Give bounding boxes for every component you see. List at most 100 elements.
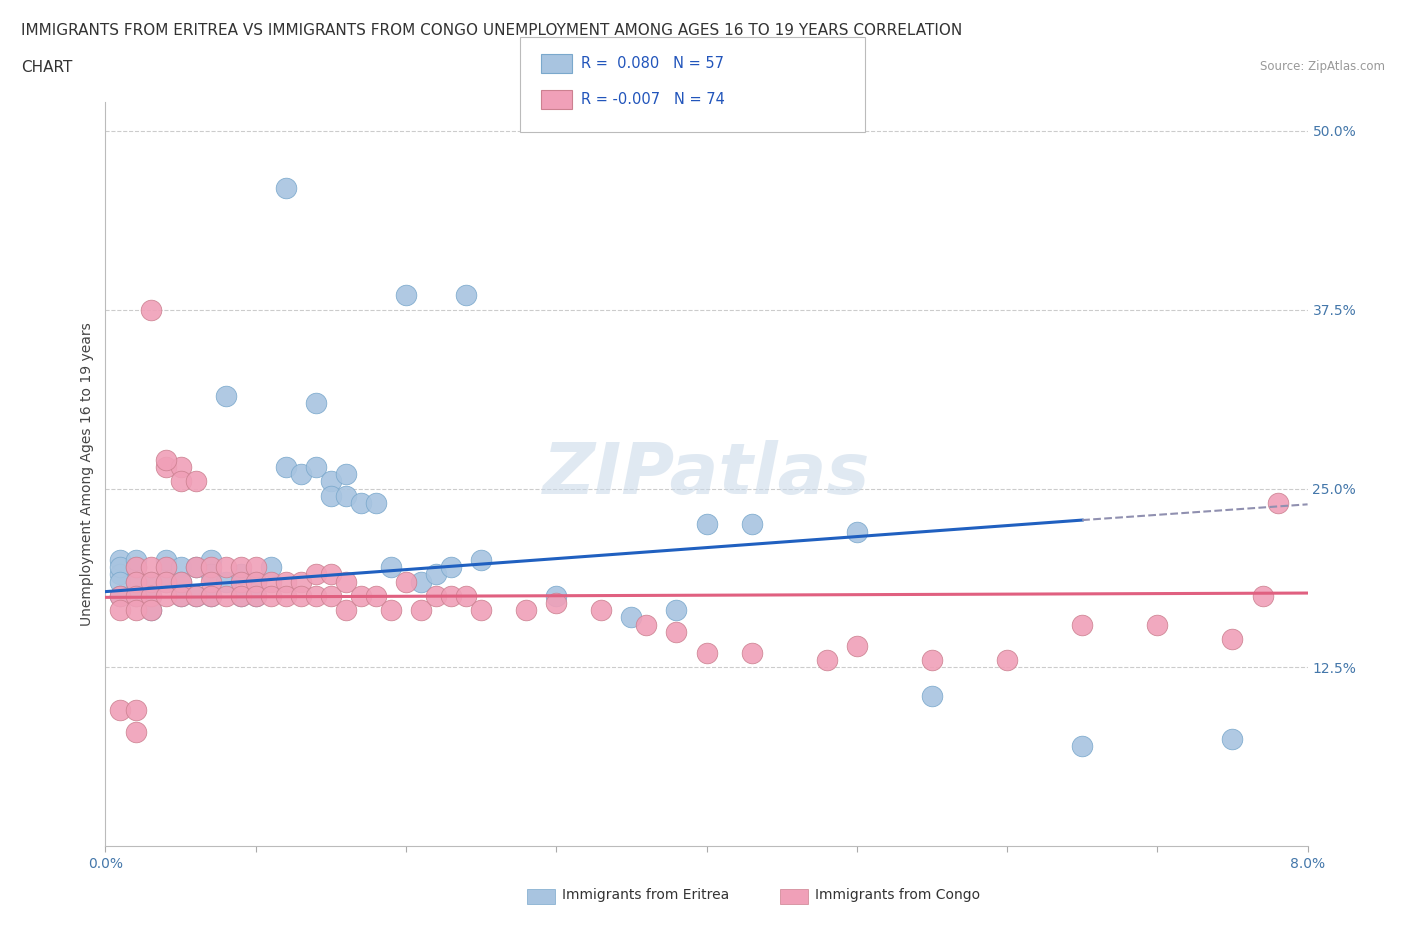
Point [274, 589, 297, 604]
Point [546, 595, 568, 610]
Point [124, 560, 146, 575]
Point [1071, 618, 1094, 632]
Point [139, 302, 162, 317]
Point [1071, 738, 1094, 753]
Point [169, 589, 191, 604]
Point [124, 724, 146, 739]
Point [696, 645, 718, 660]
Point [229, 567, 252, 582]
Point [274, 180, 297, 195]
Point [155, 459, 177, 474]
Point [425, 567, 447, 582]
Point [155, 574, 177, 589]
Point [139, 574, 162, 589]
Point [274, 574, 297, 589]
Point [921, 688, 943, 703]
Point [214, 589, 236, 604]
Point [1267, 496, 1289, 511]
Point [305, 567, 328, 582]
Point [1251, 589, 1274, 604]
Text: R =  0.080   N = 57: R = 0.080 N = 57 [581, 56, 724, 71]
Point [335, 488, 357, 503]
Text: Immigrants from Eritrea: Immigrants from Eritrea [562, 887, 730, 902]
Point [169, 459, 191, 474]
Point [815, 653, 838, 668]
Point [184, 560, 207, 575]
Point [155, 560, 177, 575]
Point [245, 574, 267, 589]
Y-axis label: Unemployment Among Ages 16 to 19 years: Unemployment Among Ages 16 to 19 years [80, 323, 94, 626]
Point [139, 574, 162, 589]
Point [335, 603, 357, 618]
Point [741, 645, 763, 660]
Point [274, 459, 297, 474]
Point [440, 589, 463, 604]
Point [335, 574, 357, 589]
Point [124, 574, 146, 589]
Point [409, 574, 432, 589]
Point [440, 560, 463, 575]
Point [245, 589, 267, 604]
Point [229, 560, 252, 575]
Point [139, 560, 162, 575]
Point [290, 589, 312, 604]
Point [139, 603, 162, 618]
Point [636, 618, 658, 632]
Point [845, 639, 868, 654]
Point [229, 589, 252, 604]
Point [470, 603, 492, 618]
Point [155, 560, 177, 575]
Point [184, 560, 207, 575]
Point [591, 603, 613, 618]
Text: IMMIGRANTS FROM ERITREA VS IMMIGRANTS FROM CONGO UNEMPLOYMENT AMONG AGES 16 TO 1: IMMIGRANTS FROM ERITREA VS IMMIGRANTS FR… [21, 23, 962, 38]
Point [245, 574, 267, 589]
Point [319, 589, 342, 604]
Point [124, 603, 146, 618]
Point [395, 288, 418, 303]
Point [110, 552, 132, 567]
Point [184, 589, 207, 604]
Point [110, 589, 132, 604]
Point [169, 560, 191, 575]
Text: ZIPatlas: ZIPatlas [543, 440, 870, 509]
Point [169, 574, 191, 589]
Point [200, 589, 222, 604]
Point [184, 589, 207, 604]
Point [169, 474, 191, 489]
Point [214, 560, 236, 575]
Point [169, 574, 191, 589]
Point [425, 589, 447, 604]
Point [200, 589, 222, 604]
Point [696, 517, 718, 532]
Point [380, 603, 402, 618]
Point [305, 589, 328, 604]
Point [260, 574, 283, 589]
Point [155, 453, 177, 468]
Point [409, 603, 432, 618]
Point [110, 703, 132, 718]
Point [110, 603, 132, 618]
Point [124, 589, 146, 604]
Point [110, 589, 132, 604]
Point [260, 589, 283, 604]
Point [110, 560, 132, 575]
Point [169, 589, 191, 604]
Point [200, 560, 222, 575]
Point [1146, 618, 1168, 632]
Point [380, 560, 402, 575]
Point [200, 552, 222, 567]
Point [260, 560, 283, 575]
Text: R = -0.007   N = 74: R = -0.007 N = 74 [581, 92, 724, 107]
Point [139, 603, 162, 618]
Point [229, 574, 252, 589]
Point [665, 624, 688, 639]
Point [155, 552, 177, 567]
Point [214, 388, 236, 403]
Point [470, 552, 492, 567]
Point [305, 395, 328, 410]
Point [1222, 732, 1244, 747]
Point [364, 589, 387, 604]
Point [995, 653, 1018, 668]
Point [1222, 631, 1244, 646]
Point [546, 589, 568, 604]
